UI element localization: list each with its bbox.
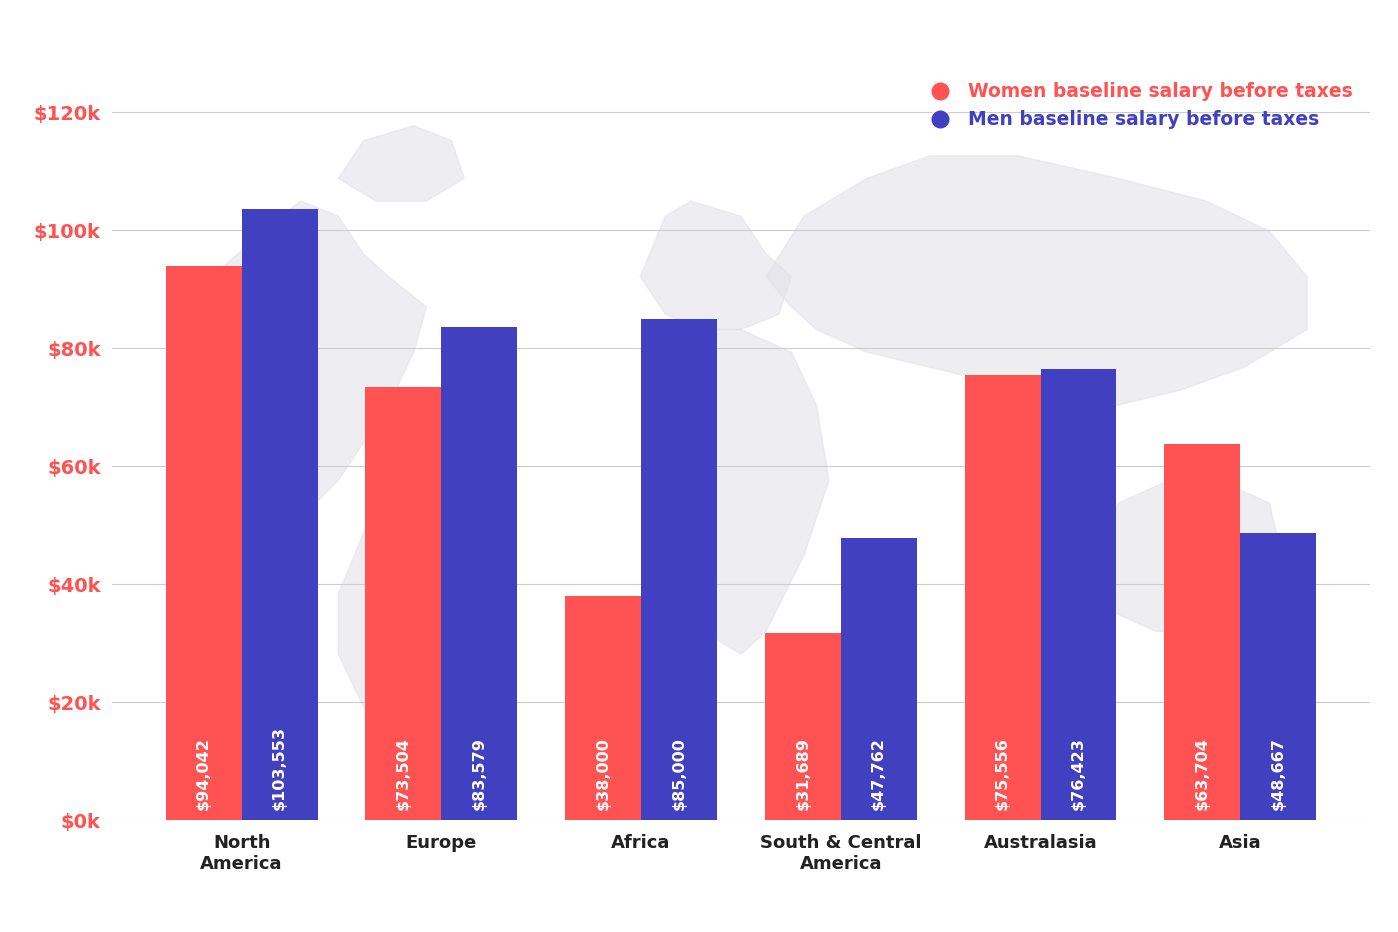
Polygon shape <box>338 503 464 730</box>
Bar <box>442 327 517 820</box>
Text: $38,000: $38,000 <box>596 736 611 810</box>
Bar <box>1040 369 1117 820</box>
Bar <box>840 539 917 820</box>
Bar <box>965 375 1040 820</box>
Text: $75,556: $75,556 <box>995 736 1011 810</box>
Bar <box>565 596 642 820</box>
Bar <box>765 633 840 820</box>
Bar <box>642 319 717 820</box>
Text: $31,689: $31,689 <box>795 736 811 810</box>
Polygon shape <box>1093 481 1282 632</box>
Text: $48,667: $48,667 <box>1271 736 1286 810</box>
Text: $47,762: $47,762 <box>871 736 886 810</box>
Polygon shape <box>766 156 1307 404</box>
Bar <box>365 387 442 820</box>
Bar <box>1165 445 1240 820</box>
Polygon shape <box>338 126 464 201</box>
Bar <box>242 210 317 820</box>
Polygon shape <box>640 201 791 330</box>
Polygon shape <box>175 201 426 518</box>
Text: $103,553: $103,553 <box>273 725 287 810</box>
Text: $63,704: $63,704 <box>1195 736 1209 810</box>
Text: $76,423: $76,423 <box>1071 736 1086 810</box>
Polygon shape <box>653 330 829 654</box>
Text: $73,504: $73,504 <box>396 736 411 810</box>
Text: $83,579: $83,579 <box>471 736 487 810</box>
Text: $94,042: $94,042 <box>196 736 211 810</box>
Text: $85,000: $85,000 <box>671 736 686 810</box>
Bar <box>1240 533 1316 820</box>
Bar <box>166 266 242 820</box>
Legend: Women baseline salary before taxes, Men baseline salary before taxes: Women baseline salary before taxes, Men … <box>914 75 1360 137</box>
